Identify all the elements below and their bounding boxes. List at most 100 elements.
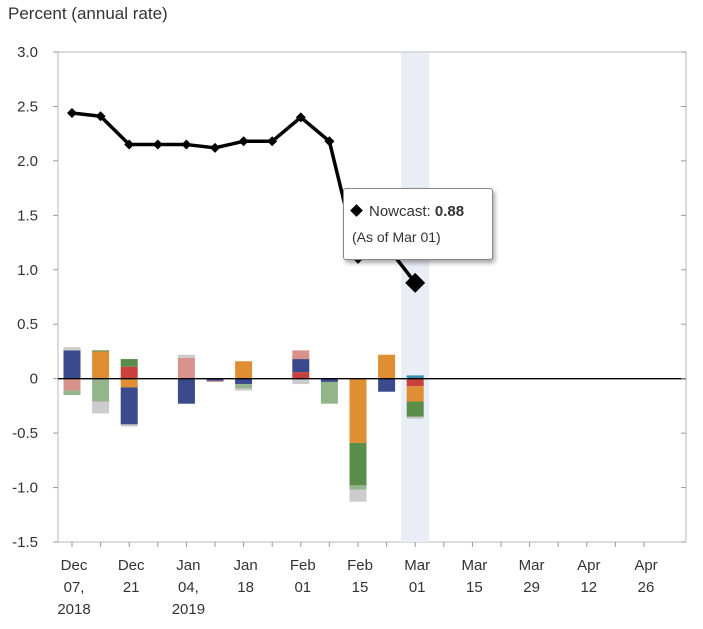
x-tick-label-line: 2018 [57, 601, 90, 618]
bar-segment [235, 378, 253, 385]
y-tick-label: 0 [30, 371, 38, 388]
x-tick-label-line: Mar [461, 557, 487, 574]
x-tick-label: Dec 21 [118, 557, 145, 596]
x-tick-label: Dec 07, 2018 [57, 557, 90, 618]
x-tick-label-line: 01 [409, 579, 426, 596]
bar-segment [92, 350, 110, 352]
bar-segment [177, 378, 195, 404]
nowcast-point [238, 136, 249, 147]
bar-segment [63, 347, 81, 351]
bar-segment [235, 384, 253, 389]
bar-segment [92, 378, 110, 402]
nowcast-point [124, 139, 135, 150]
y-tick-label: 2.5 [17, 98, 38, 115]
y-tick-label: -1.0 [12, 480, 38, 497]
y-axis-title: Percent (annual rate) [8, 4, 168, 23]
bar-segment [349, 489, 367, 502]
x-tick-label-line: 01 [294, 579, 311, 596]
nowcast-point [181, 139, 192, 150]
bar-segment [349, 442, 367, 486]
y-tick-label: 3.0 [17, 44, 38, 61]
bar-segment [292, 372, 310, 379]
bar-segment [378, 378, 396, 392]
contribution-bars [63, 347, 424, 502]
x-tick-label-line: 15 [466, 579, 483, 596]
y-tick-labels: -1.5 -1.0 -0.5 0 0.5 1.0 1.5 2.0 2.5 3.0 [12, 44, 38, 551]
x-tick-label: Feb 01 [290, 557, 316, 596]
tooltip-nowcast-row: Nowcast: 0.88 [350, 203, 465, 220]
bar-segment [406, 401, 424, 417]
bar-segment [349, 485, 367, 490]
bar-segment [177, 354, 195, 358]
x-tick-label-line: Mar [519, 557, 545, 574]
bar-segment [235, 388, 253, 391]
bar-segment [320, 381, 338, 404]
bar-segment [292, 350, 310, 360]
x-tick-label-line: Dec [61, 557, 88, 574]
x-tick-label: Jan 18 [234, 557, 258, 596]
nowcast-point [152, 139, 163, 150]
x-tick-label: Feb 15 [347, 557, 373, 596]
x-tick-label-line: 21 [123, 579, 140, 596]
nowcast-point [267, 136, 278, 147]
x-tick-label-line: Jan [176, 557, 200, 574]
bar-segment [92, 401, 110, 414]
bar-segment [120, 424, 138, 427]
bar-segment [120, 359, 138, 367]
x-tick-label-line: 12 [580, 579, 597, 596]
plot-frame [57, 51, 687, 543]
highlight-band [401, 53, 430, 542]
bar-segment [378, 354, 396, 379]
bar-segment [292, 359, 310, 373]
x-tick-label: Apr 12 [577, 557, 600, 596]
x-tick-labels: Dec 07, 2018 Dec 21 Jan 04, 2019 Jan 18 Feb 01 Feb 15… [57, 557, 657, 618]
bar-segment [63, 350, 81, 379]
tooltip-value: 0.88 [434, 203, 465, 220]
x-tick-label: Apr 26 [634, 557, 657, 596]
y-tick-label: 1.0 [17, 262, 38, 279]
x-tick-label-line: Apr [577, 557, 600, 574]
y-tick-label: -0.5 [12, 425, 38, 442]
bar-segment [177, 357, 195, 379]
nowcast-point [67, 107, 77, 118]
tooltip-label: Nowcast: [369, 203, 431, 220]
x-tick-label-line: 04, [178, 579, 199, 596]
x-tick-label-line: Feb [290, 557, 316, 574]
nowcast-point-current [405, 272, 426, 293]
x-tick-label-line: 15 [352, 579, 369, 596]
x-tick-label: Mar 29 [519, 557, 545, 596]
bar-segment [406, 416, 424, 419]
bar-segment [349, 378, 367, 443]
x-tick-label-line: 07, [64, 579, 85, 596]
nowcast-point [295, 112, 306, 123]
x-tick-label-line: Mar [404, 557, 430, 574]
nowcast-tooltip: Nowcast: 0.88 (As of Mar 01) [343, 188, 493, 260]
bar-segment [406, 386, 424, 402]
bar-segment [206, 380, 224, 382]
x-tick-label-line: Apr [634, 557, 657, 574]
x-tick-label-line: Dec [118, 557, 145, 574]
bar-segment [63, 378, 81, 391]
bar-segment [320, 378, 338, 382]
x-tick-label-line: Jan [234, 557, 258, 574]
bar-segment [92, 351, 110, 379]
bar-segment [206, 378, 224, 381]
plot-area [57, 51, 687, 543]
nowcast-point [324, 136, 335, 147]
bar-segment [120, 378, 138, 388]
bar-segment [292, 378, 310, 385]
nowcast-point [210, 142, 220, 153]
diamond-icon [350, 204, 363, 217]
nowcast-point [95, 111, 106, 122]
x-tick-label-line: 29 [523, 579, 540, 596]
bar-segment [235, 361, 253, 379]
y-tick-label: 0.5 [17, 316, 38, 333]
x-tick-label-line: Feb [347, 557, 373, 574]
x-tick-label-line: 26 [638, 579, 655, 596]
bar-segment [120, 387, 138, 425]
highlight-week-band [401, 53, 430, 542]
x-tick-label-line: 2019 [172, 601, 205, 618]
x-tick-label: Mar 15 [461, 557, 487, 596]
y-tick-label: 1.5 [17, 207, 38, 224]
